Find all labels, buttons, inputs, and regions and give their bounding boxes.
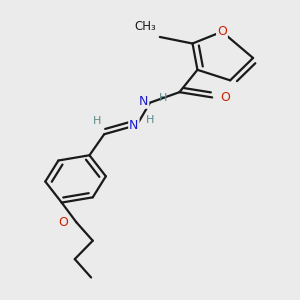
- Text: CH₃: CH₃: [135, 20, 157, 33]
- Text: H: H: [93, 116, 101, 126]
- Text: O: O: [58, 216, 68, 229]
- Text: H: H: [146, 115, 154, 125]
- Text: H: H: [159, 93, 167, 103]
- Text: N: N: [129, 118, 139, 131]
- Text: O: O: [220, 91, 230, 104]
- Text: O: O: [217, 25, 227, 38]
- Text: N: N: [139, 95, 148, 108]
